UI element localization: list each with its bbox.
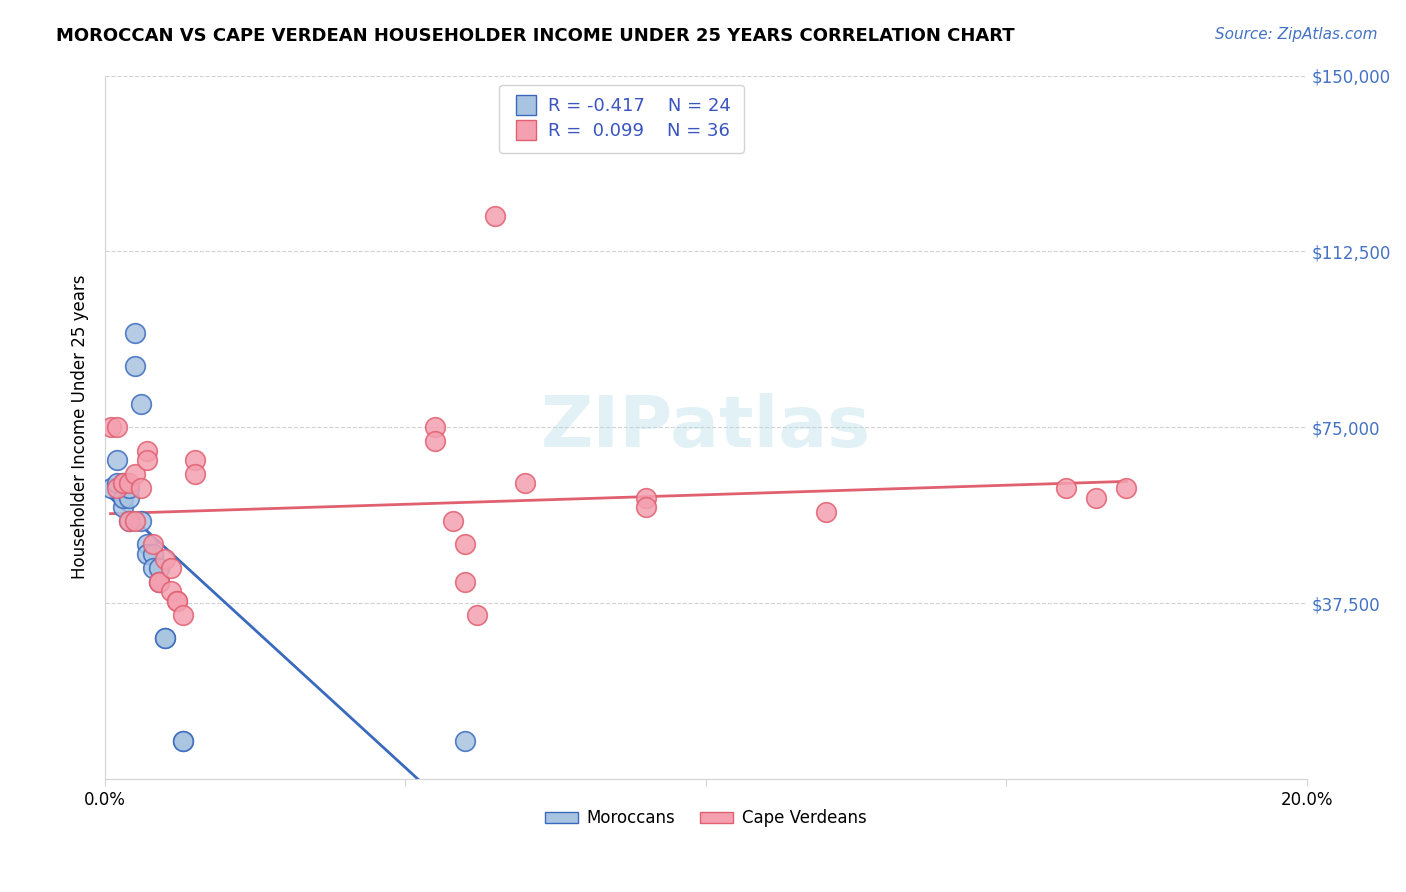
Point <box>129 397 152 411</box>
Point <box>142 561 165 575</box>
Point <box>172 607 194 622</box>
Point <box>1085 491 1108 505</box>
Point <box>111 476 134 491</box>
Point <box>105 481 128 495</box>
Point <box>423 434 446 449</box>
Point <box>135 547 157 561</box>
Point <box>454 734 477 748</box>
Point <box>117 476 139 491</box>
Point <box>111 500 134 514</box>
Point <box>135 537 157 551</box>
Point <box>124 359 146 374</box>
Point <box>634 491 657 505</box>
Point <box>142 537 165 551</box>
Point <box>166 593 188 607</box>
Point <box>454 574 477 589</box>
Point <box>124 326 146 341</box>
Text: Source: ZipAtlas.com: Source: ZipAtlas.com <box>1215 27 1378 42</box>
Point <box>124 514 146 528</box>
Point <box>117 491 139 505</box>
Point <box>423 420 446 434</box>
Point <box>105 476 128 491</box>
Point <box>441 514 464 528</box>
Point <box>465 607 488 622</box>
Text: MOROCCAN VS CAPE VERDEAN HOUSEHOLDER INCOME UNDER 25 YEARS CORRELATION CHART: MOROCCAN VS CAPE VERDEAN HOUSEHOLDER INC… <box>56 27 1015 45</box>
Point <box>135 443 157 458</box>
Text: ZIPatlas: ZIPatlas <box>540 392 870 462</box>
Point <box>148 561 170 575</box>
Point <box>153 632 176 646</box>
Point <box>148 574 170 589</box>
Point <box>153 551 176 566</box>
Y-axis label: Householder Income Under 25 years: Householder Income Under 25 years <box>72 275 89 580</box>
Legend: Moroccans, Cape Verdeans: Moroccans, Cape Verdeans <box>538 803 873 834</box>
Point <box>148 574 170 589</box>
Point <box>172 734 194 748</box>
Point <box>153 632 176 646</box>
Point <box>117 514 139 528</box>
Point <box>148 574 170 589</box>
Point <box>100 481 122 495</box>
Point <box>814 505 837 519</box>
Point <box>159 584 181 599</box>
Point <box>172 734 194 748</box>
Point <box>111 491 134 505</box>
Point <box>100 420 122 434</box>
Point <box>129 481 152 495</box>
Point <box>117 514 139 528</box>
Point <box>117 481 139 495</box>
Point <box>129 514 152 528</box>
Point <box>124 467 146 482</box>
Point <box>634 500 657 514</box>
Point <box>105 420 128 434</box>
Point <box>515 476 537 491</box>
Point <box>159 561 181 575</box>
Point <box>142 547 165 561</box>
Point <box>111 476 134 491</box>
Point <box>183 467 205 482</box>
Point <box>183 453 205 467</box>
Point <box>1115 481 1137 495</box>
Point <box>105 453 128 467</box>
Point <box>166 593 188 607</box>
Point <box>135 453 157 467</box>
Point <box>1054 481 1077 495</box>
Point <box>484 209 506 223</box>
Point <box>454 537 477 551</box>
